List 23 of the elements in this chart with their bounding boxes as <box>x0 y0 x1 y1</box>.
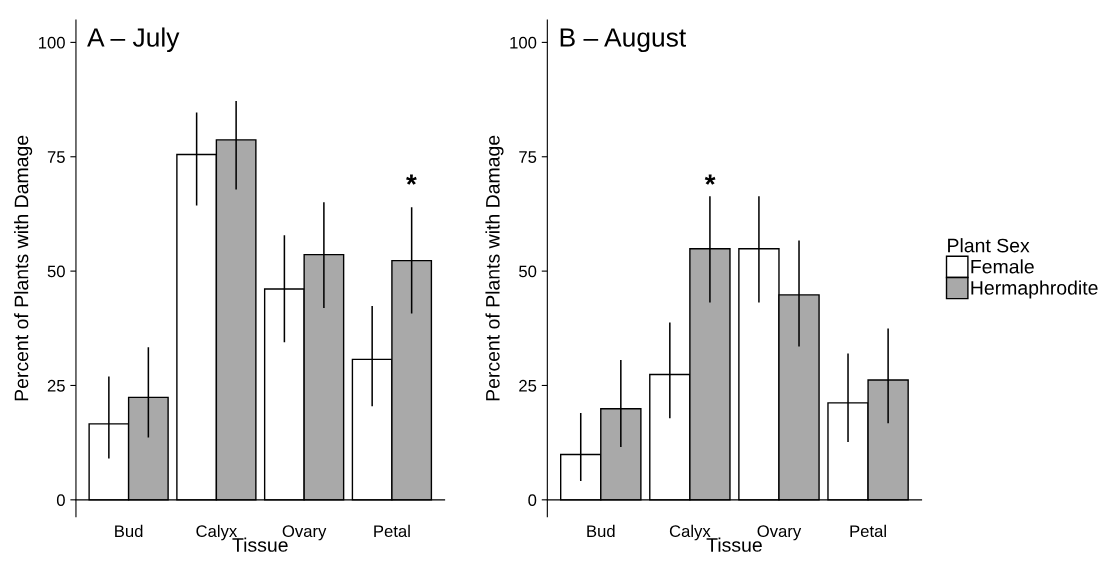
x-tick-label: Petal <box>374 524 410 538</box>
chart-title: B – August <box>560 28 687 53</box>
y-tick-label: 100 <box>510 36 537 49</box>
y-tick-label: 75 <box>519 151 537 163</box>
y-tick-label: 50 <box>519 265 537 278</box>
y-tick-label: 25 <box>47 379 65 392</box>
y-tick-label: 0 <box>56 494 65 507</box>
y-tick-label: 50 <box>47 265 65 278</box>
legend-label: Hermaphrodite <box>971 280 1098 299</box>
y-tick-label: 0 <box>528 494 537 507</box>
y-tick-label: 100 <box>39 36 65 49</box>
annotation: * <box>704 174 716 185</box>
legend-title: Plant Sex <box>948 238 1030 253</box>
y-tick-label: 75 <box>47 151 65 163</box>
chart-title: A – July <box>87 27 180 53</box>
annotation: * <box>406 174 417 185</box>
legend-label: Female <box>971 259 1034 274</box>
y-tick-label: 25 <box>519 379 537 392</box>
x-tick-label: Petal <box>850 524 886 538</box>
x-tick-label: Bud <box>587 524 615 538</box>
y-axis-title: Percent of Plants with Damage <box>485 135 504 401</box>
x-tick-label: Bud <box>115 524 143 538</box>
y-axis-title: Percent of Plants with Damage <box>14 135 33 401</box>
